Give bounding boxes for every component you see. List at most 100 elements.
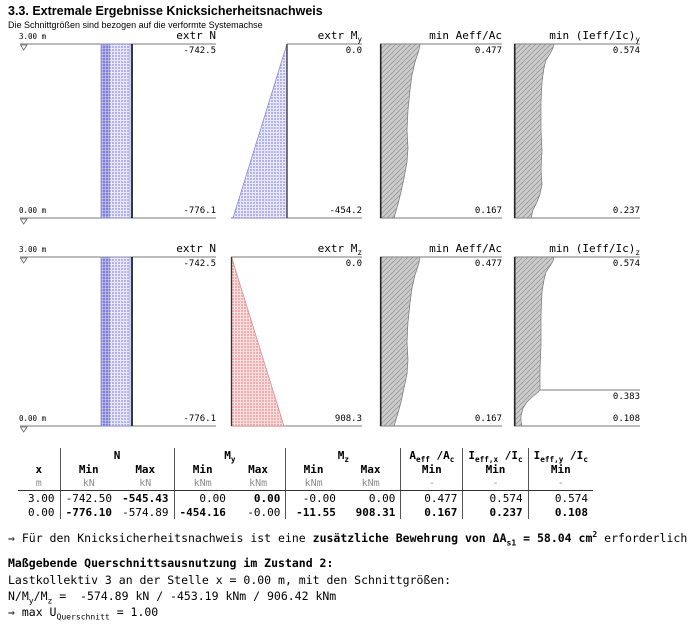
row2-panel2-bottom-value: 908.3 [334,414,362,424]
row1-panel4-title: min (Ieff/Ic)y [549,29,640,45]
diagram-area: 3.00 m 0.00 m extr N extr My min Aeff/Ac… [0,30,690,442]
cell-ieffy: 0.574 [527,490,593,505]
note-max-utilization: ⇒ max UQuerschnitt = 1.00 [8,605,159,622]
col-header: Max [248,462,269,476]
unit-label: - [462,476,529,491]
row2-panel4-bottom-value: 0.108 [612,414,640,424]
row1-panel3-title: min Aeff/Ac [429,29,502,42]
row1-aeff-diagram [379,43,421,219]
row1-elevation-bottom-label: 0.00 m [19,206,47,215]
row1-panel3-bottom-value: 0.167 [474,206,502,216]
row2-panel2-title: extr Mz [317,242,362,258]
cell-ieffx: 0.237 [462,505,529,519]
unit-label: - [400,476,463,491]
group-header-ieffy: Ieff,y /Ic [527,448,593,463]
row2-aeff-diagram [379,256,421,427]
row2-panel1-bottom-value: -776.1 [183,414,216,424]
diagram-canvas [19,43,640,433]
cell-x: 3.00 [28,491,55,505]
row1-panel1-top-value: -742.5 [183,46,216,56]
col-header: Max [135,462,156,476]
unit-label: kNm [173,476,231,491]
table-row: 0.00 -776.10 -574.89 -454.16 -0.00 -11.5… [18,505,593,519]
unit-label: kN [117,476,174,491]
row1-ieffy-diagram [513,43,555,219]
col-header: Min [400,462,463,476]
col-header: Min [59,462,117,476]
cell-x: 0.00 [28,505,55,519]
note-reinforcement: ⇒ Für den Knicksicherheitsnachweis ist e… [8,530,690,548]
unit-label: kNm [230,476,286,491]
col-header: Max [360,462,381,476]
row1-panel4-bottom-value: 0.237 [612,206,640,216]
row2-panel3-bottom-value: 0.167 [474,414,502,424]
note-load-collective: Lastkollektiv 3 an der Stelle x = 0.00 m… [8,573,452,587]
cell-mz-min: -11.55 [285,505,341,519]
row2-panel2-top-value: 0.0 [345,259,362,269]
row2-panel4-step-value: 0.383 [612,392,640,402]
row2-n-diagram [100,256,133,427]
group-header-mz: Mz [285,448,401,463]
row2-elevation-marker-icon [19,257,28,433]
unit-label: kN [59,476,117,491]
row2-elevation-top-label: 3.00 m [19,245,47,254]
row1-panel2-bottom-value: -454.2 [329,206,362,216]
col-header: Min [173,462,231,476]
cell-my-min: -454.16 [173,505,231,519]
col-header-x: x [35,462,43,476]
table-row: 3.00 -742.50 -545.43 0.00 0.00 -0.00 0.0… [18,490,593,505]
notes-section: ⇒ Für den Knicksicherheitsnachweis ist e… [8,530,690,622]
row1-panel4-top-value: 0.574 [612,46,640,56]
table-units-row: m kN kN kNm kNm kNm kNm - - - [18,476,593,491]
col-header: Min [527,462,593,476]
group-header-n: N [59,448,174,462]
row1-panel1-title: extr N [176,29,216,42]
note-internal-forces: N/My/Mz = -574.89 kN / -453.19 kNm / 906… [8,589,337,606]
row1-panel2-title: extr My [317,29,362,45]
cell-mz-min: -0.00 [285,490,341,505]
table-subheader-row: x Min Max Min Max Min Max Min Min Min [18,462,593,476]
cell-my-min: 0.00 [173,490,231,505]
row2-panel4-top-value: 0.574 [612,259,640,269]
cell-n-min: -742.50 [59,490,117,505]
row2-ieffz-diagram [513,256,555,427]
row1-elevation-top-label: 3.00 m [19,32,47,41]
group-header-aeff: Aeff /Ac [400,448,463,463]
cell-ieffy: 0.108 [527,505,593,519]
row2-panel3-top-value: 0.477 [474,259,502,269]
page-title: 3.3. Extremale Ergebnisse Knicksicherhei… [8,4,323,18]
table-group-header-row: N My Mz Aeff /Ac Ieff,x /Ic Ieff,y /Ic [18,448,593,463]
cell-aeff: 0.167 [400,505,463,519]
note-utilization-heading: Maßgebende Querschnittsausnutzung im Zus… [8,556,334,570]
col-header: Min [285,462,341,476]
cell-ieffx: 0.574 [462,490,529,505]
cell-n-max: -574.89 [122,505,169,519]
cell-my-max: -0.00 [247,505,281,519]
row1-panel3-top-value: 0.477 [474,46,502,56]
row2-mz-diagram [230,256,285,427]
row2-panel3-title: min Aeff/Ac [429,242,502,255]
row2-elevation-bottom-label: 0.00 m [19,414,47,423]
report-header: 3.3. Extremale Ergebnisse Knicksicherhei… [0,0,690,31]
results-table: N My Mz Aeff /Ac Ieff,x /Ic Ieff,y /Ic x… [18,448,593,519]
unit-label: m [18,476,60,491]
row1-panel1-bottom-value: -776.1 [183,206,216,216]
group-header-ieffx: Ieff,x /Ic [462,448,529,463]
cell-mz-max: 908.31 [355,505,396,519]
row2-panel4-title: min (Ieff/Ic)z [549,242,640,258]
unit-label: kNm [340,476,401,491]
cell-n-min: -776.10 [59,505,117,519]
col-header: Min [462,462,529,476]
row1-elevation-marker-icon [19,44,28,225]
cell-my-max: 0.00 [253,491,281,505]
page-subtitle: Die Schnittgrößen sind bezogen auf die v… [8,20,263,30]
row1-n-diagram [100,43,133,219]
cell-n-max: -545.43 [122,491,169,505]
unit-label: - [527,476,593,491]
row1-my-diagram [232,43,288,219]
row2-panel1-title: extr N [176,242,216,255]
cell-aeff: 0.477 [400,490,463,505]
group-header-my: My [173,448,286,463]
row1-panel2-top-value: 0.0 [345,46,362,56]
row2-panel1-top-value: -742.5 [183,259,216,269]
